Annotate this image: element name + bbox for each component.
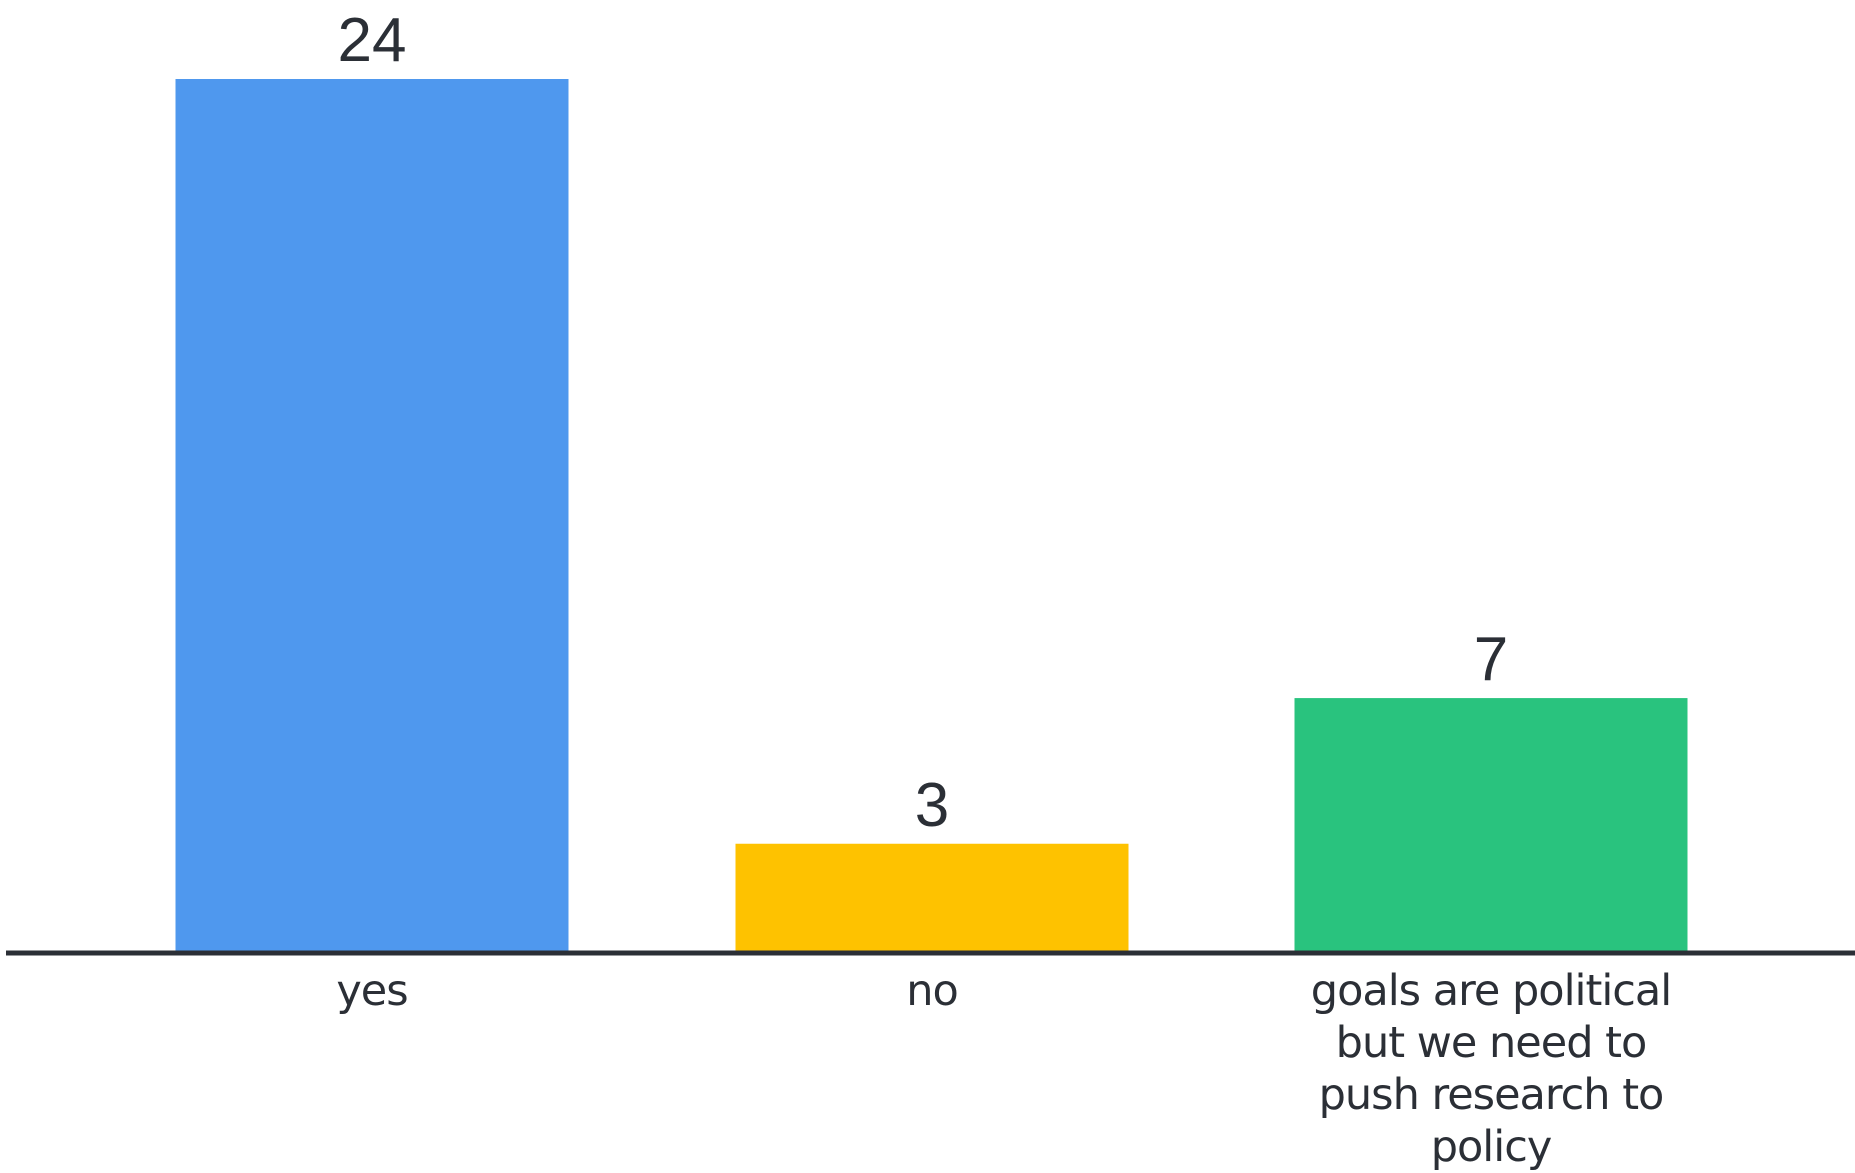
- category-label-line: goals are political: [1311, 966, 1671, 1016]
- category-label-3: goals are political but we need to push re…: [1311, 966, 1671, 1172]
- bar-1: [175, 79, 569, 953]
- category-label-line: no: [906, 966, 958, 1016]
- value-labels-layer: 24 3 7: [338, 6, 1509, 840]
- category-label-line: policy: [1431, 1122, 1552, 1172]
- category-label-1: yes: [336, 966, 407, 1016]
- data-label-2: 3: [915, 771, 949, 840]
- category-label-line: yes: [336, 966, 407, 1016]
- category-label-line: push research to: [1319, 1070, 1664, 1120]
- data-label-1: 24: [338, 6, 407, 75]
- bar-2: [735, 843, 1129, 953]
- category-label-2: no: [906, 966, 958, 1016]
- bar-3: [1294, 698, 1688, 953]
- data-label-3: 7: [1474, 625, 1508, 694]
- category-labels-layer: yes no goals are political but we need to pu…: [336, 966, 1672, 1172]
- bars-layer: [175, 79, 1688, 953]
- category-label-line: but we need to: [1336, 1018, 1647, 1068]
